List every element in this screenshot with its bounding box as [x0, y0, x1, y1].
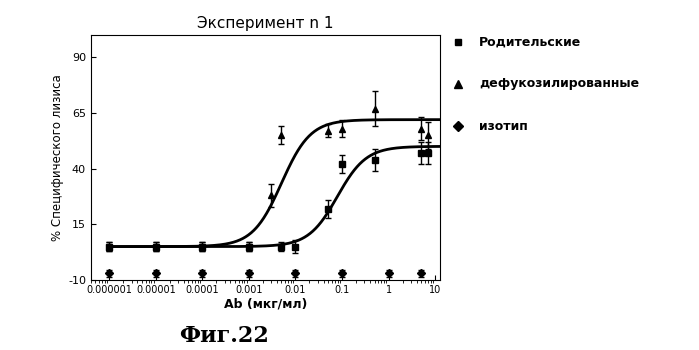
Y-axis label: % Специфического лизиса: % Специфического лизиса — [51, 74, 64, 241]
Text: Фиг.22: Фиг.22 — [179, 324, 268, 346]
Text: изотип: изотип — [479, 119, 528, 133]
Text: Родительские: Родительские — [479, 35, 581, 49]
Title: Эксперимент n 1: Эксперимент n 1 — [197, 16, 334, 31]
X-axis label: Ab (мкг/мл): Ab (мкг/мл) — [224, 298, 308, 311]
Text: дефукозилированные: дефукозилированные — [479, 77, 639, 91]
